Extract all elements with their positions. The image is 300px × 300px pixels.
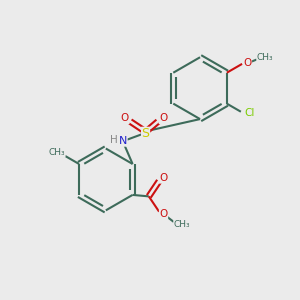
Text: CH₃: CH₃ — [174, 220, 190, 230]
Text: O: O — [159, 113, 167, 124]
Text: O: O — [159, 173, 168, 183]
Text: N: N — [119, 136, 127, 146]
Text: O: O — [121, 113, 129, 124]
Text: H: H — [110, 135, 118, 145]
Text: S: S — [142, 127, 150, 140]
Text: CH₃: CH₃ — [257, 52, 273, 62]
Text: O: O — [243, 58, 252, 68]
Text: Cl: Cl — [244, 108, 254, 118]
Text: CH₃: CH₃ — [49, 148, 65, 157]
Text: O: O — [159, 209, 168, 219]
